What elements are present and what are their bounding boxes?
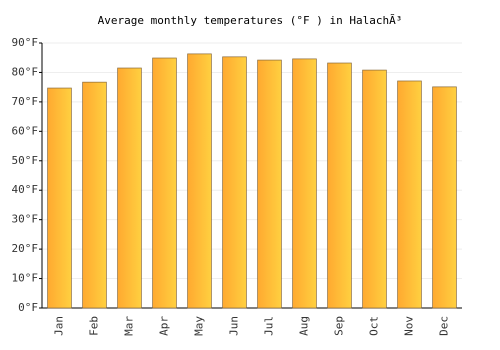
x-tick-label: Nov bbox=[403, 316, 416, 336]
y-tick-label: 80°F bbox=[12, 65, 39, 78]
bar bbox=[82, 81, 107, 309]
bar bbox=[397, 80, 422, 309]
x-tick-label: Apr bbox=[158, 316, 171, 336]
bar bbox=[432, 86, 457, 309]
bar bbox=[47, 87, 72, 309]
x-tick-label: Sep bbox=[333, 316, 346, 336]
x-tick-label: Jan bbox=[53, 316, 66, 336]
bar bbox=[292, 58, 317, 309]
x-tick-label: May bbox=[193, 316, 206, 336]
x-tick-label: Jun bbox=[228, 316, 241, 336]
bar bbox=[187, 53, 212, 309]
y-tick-label: 40°F bbox=[12, 183, 39, 196]
x-tick-label: Mar bbox=[123, 316, 136, 336]
bar bbox=[327, 62, 352, 309]
x-tick-label: Aug bbox=[298, 316, 311, 336]
y-tick-label: 0°F bbox=[18, 301, 38, 314]
x-tick-label: Jul bbox=[263, 316, 276, 336]
y-tick-label: 30°F bbox=[12, 213, 39, 226]
y-tick-label: 10°F bbox=[12, 272, 39, 285]
bar bbox=[222, 56, 247, 309]
y-tick-label: 70°F bbox=[12, 95, 39, 108]
x-tick-label: Dec bbox=[438, 316, 451, 336]
bar bbox=[362, 69, 387, 309]
bar bbox=[257, 59, 282, 309]
y-tick-label: 20°F bbox=[12, 242, 39, 255]
chart-title: Average monthly temperatures (°F ) in Ha… bbox=[98, 14, 403, 27]
x-tick-label: Oct bbox=[368, 316, 381, 336]
y-tick-label: 60°F bbox=[12, 124, 39, 137]
x-tick-label: Feb bbox=[88, 316, 101, 336]
y-tick-label: 50°F bbox=[12, 154, 39, 167]
bar bbox=[117, 67, 142, 309]
bar bbox=[152, 57, 177, 309]
y-tick-label: 90°F bbox=[12, 36, 39, 49]
